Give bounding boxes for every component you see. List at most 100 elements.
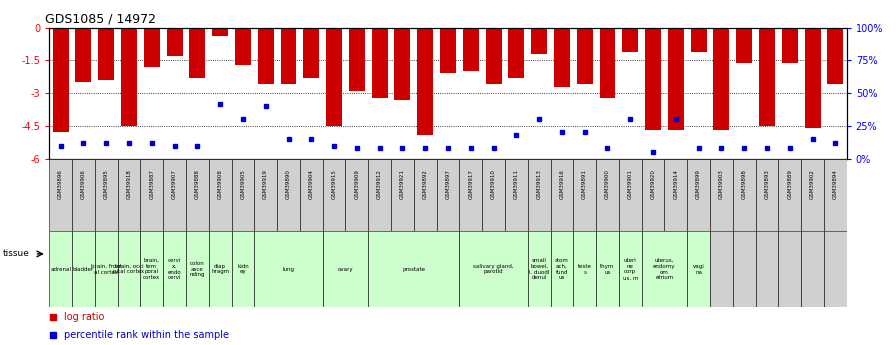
Bar bbox=[280, 28, 297, 85]
Bar bbox=[665, 159, 687, 231]
Bar bbox=[254, 231, 323, 307]
Text: GDS1085 / 14972: GDS1085 / 14972 bbox=[46, 12, 156, 25]
Bar bbox=[801, 159, 824, 231]
Bar bbox=[642, 159, 665, 231]
Text: GSM39913: GSM39913 bbox=[537, 169, 542, 199]
Bar bbox=[53, 28, 69, 132]
Bar bbox=[645, 28, 661, 130]
Bar bbox=[326, 28, 342, 126]
Bar bbox=[231, 231, 254, 307]
Bar bbox=[573, 159, 596, 231]
Bar bbox=[231, 159, 254, 231]
Bar bbox=[49, 231, 72, 307]
Bar bbox=[713, 28, 729, 130]
Bar bbox=[72, 159, 95, 231]
Text: GSM39899: GSM39899 bbox=[696, 169, 702, 199]
Bar bbox=[209, 159, 231, 231]
Bar bbox=[779, 159, 801, 231]
Bar bbox=[440, 28, 456, 73]
Bar bbox=[779, 231, 801, 307]
Text: ovary: ovary bbox=[338, 267, 353, 272]
Bar bbox=[486, 28, 502, 85]
Text: GSM39919: GSM39919 bbox=[263, 169, 268, 199]
Bar bbox=[414, 159, 436, 231]
Bar bbox=[95, 159, 117, 231]
Text: GSM39910: GSM39910 bbox=[491, 169, 496, 199]
Text: kidn
ey: kidn ey bbox=[237, 264, 249, 275]
Bar bbox=[300, 159, 323, 231]
Text: GSM39890: GSM39890 bbox=[286, 169, 291, 199]
Bar bbox=[755, 231, 779, 307]
Bar bbox=[323, 231, 368, 307]
Text: GSM39906: GSM39906 bbox=[81, 169, 86, 199]
Text: GSM39901: GSM39901 bbox=[628, 169, 633, 199]
Bar bbox=[167, 28, 183, 56]
Text: lung: lung bbox=[282, 267, 295, 272]
Bar bbox=[619, 159, 642, 231]
Bar bbox=[186, 231, 209, 307]
Bar bbox=[368, 231, 460, 307]
Text: log ratio: log ratio bbox=[64, 313, 104, 322]
Bar bbox=[528, 159, 550, 231]
Bar bbox=[550, 159, 573, 231]
Text: vagi
na: vagi na bbox=[693, 264, 704, 275]
Bar bbox=[505, 159, 528, 231]
Bar bbox=[186, 159, 209, 231]
Text: GSM39917: GSM39917 bbox=[469, 169, 473, 199]
Bar bbox=[733, 231, 755, 307]
Text: prostate: prostate bbox=[402, 267, 426, 272]
Bar bbox=[782, 28, 797, 62]
Text: GSM39907: GSM39907 bbox=[172, 169, 177, 199]
Text: GSM39920: GSM39920 bbox=[650, 169, 656, 199]
Bar bbox=[163, 159, 186, 231]
Bar bbox=[163, 231, 186, 307]
Bar bbox=[710, 159, 733, 231]
Text: stom
ach,
fund
us: stom ach, fund us bbox=[555, 258, 569, 280]
Bar bbox=[436, 159, 460, 231]
Text: GSM39916: GSM39916 bbox=[559, 169, 564, 199]
Bar bbox=[141, 159, 163, 231]
Bar bbox=[827, 28, 843, 85]
Bar bbox=[668, 28, 684, 130]
Bar bbox=[687, 231, 710, 307]
Bar bbox=[189, 28, 205, 78]
Bar bbox=[346, 159, 368, 231]
Bar bbox=[141, 231, 163, 307]
Bar bbox=[49, 159, 72, 231]
Text: brain,
tem
poral
cortex: brain, tem poral cortex bbox=[143, 258, 160, 280]
Text: GSM39897: GSM39897 bbox=[445, 169, 451, 199]
Bar bbox=[759, 28, 775, 126]
Text: GSM39903: GSM39903 bbox=[719, 169, 724, 199]
Bar bbox=[824, 231, 847, 307]
Bar bbox=[573, 231, 596, 307]
Bar bbox=[737, 28, 752, 62]
Bar bbox=[117, 231, 141, 307]
Bar bbox=[368, 159, 391, 231]
Text: cervi
x,
endo
cervi: cervi x, endo cervi bbox=[168, 258, 182, 280]
Bar bbox=[254, 159, 277, 231]
Bar bbox=[550, 231, 573, 307]
Bar bbox=[508, 28, 524, 78]
Bar bbox=[691, 28, 707, 52]
Text: GSM39921: GSM39921 bbox=[400, 169, 405, 199]
Bar bbox=[349, 28, 365, 91]
Bar bbox=[277, 159, 300, 231]
Text: GSM39891: GSM39891 bbox=[582, 169, 587, 199]
Bar bbox=[460, 231, 528, 307]
Bar bbox=[805, 28, 821, 128]
Text: GSM39905: GSM39905 bbox=[240, 169, 246, 199]
Text: GSM39904: GSM39904 bbox=[309, 169, 314, 199]
Text: bladder: bladder bbox=[73, 267, 94, 272]
Text: GSM39893: GSM39893 bbox=[764, 169, 770, 199]
Bar bbox=[391, 159, 414, 231]
Text: thym
us: thym us bbox=[600, 264, 615, 275]
Bar bbox=[801, 231, 824, 307]
Bar bbox=[235, 28, 251, 65]
Bar bbox=[710, 231, 733, 307]
Text: GSM39908: GSM39908 bbox=[218, 169, 223, 199]
Bar bbox=[394, 28, 410, 100]
Bar bbox=[95, 231, 117, 307]
Bar bbox=[144, 28, 159, 67]
Text: GSM39909: GSM39909 bbox=[354, 169, 359, 199]
Bar bbox=[554, 28, 570, 87]
